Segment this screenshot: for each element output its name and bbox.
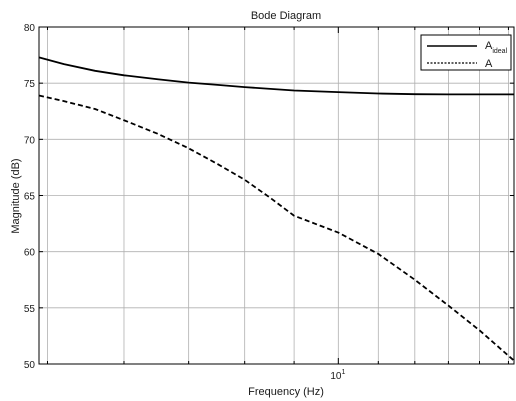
legend-box bbox=[420, 34, 512, 71]
plot-lines bbox=[38, 56, 515, 362]
y-axis-label: Magnitude (dB) bbox=[10, 158, 22, 233]
series-line-a-ideal bbox=[38, 56, 514, 96]
y-tick-label: 55 bbox=[24, 304, 36, 315]
x-tick-label: 101 bbox=[330, 369, 345, 382]
series-line-a bbox=[38, 94, 515, 362]
y-tick-label: 75 bbox=[24, 79, 36, 90]
y-tick-label: 70 bbox=[24, 135, 36, 146]
y-tick-label: 50 bbox=[24, 360, 36, 371]
x-tick-label-base: 10 bbox=[330, 371, 342, 382]
grid-lines bbox=[39, 26, 514, 365]
legend: Aideal A bbox=[420, 34, 512, 71]
legend-label-a-ideal-main: A bbox=[485, 40, 493, 52]
y-tick-label: 80 bbox=[24, 23, 36, 34]
chart-title: Bode Diagram bbox=[251, 10, 321, 22]
legend-label-a-ideal: Aideal bbox=[485, 40, 508, 55]
x-axis-label: Frequency (Hz) bbox=[248, 386, 324, 398]
y-tick-label: 65 bbox=[24, 192, 36, 203]
x-tick-label-exponent: 1 bbox=[341, 369, 345, 376]
axis-ticks: 50 55 60 65 70 75 80 101 bbox=[24, 23, 514, 382]
legend-label-a-ideal-subscript: ideal bbox=[492, 48, 507, 55]
legend-label-a: A bbox=[485, 58, 493, 70]
y-tick-label: 60 bbox=[24, 248, 36, 259]
